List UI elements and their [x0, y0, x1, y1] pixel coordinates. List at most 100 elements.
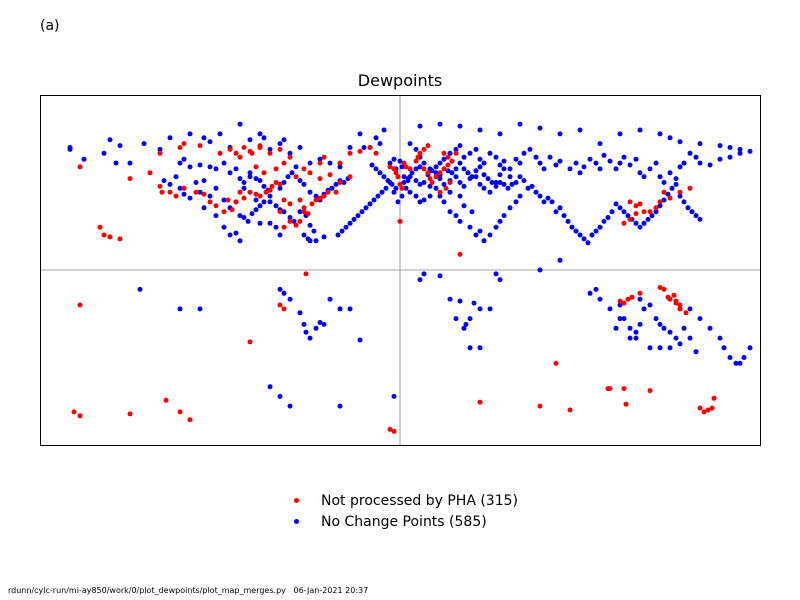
- data-point-blue: [513, 199, 519, 205]
- data-point-red: [127, 176, 133, 182]
- data-point-red: [313, 197, 319, 203]
- data-point-blue: [509, 181, 515, 187]
- data-point-red: [277, 209, 283, 215]
- data-point-blue: [569, 224, 575, 230]
- data-point-red: [407, 166, 413, 172]
- data-point-blue: [507, 166, 513, 172]
- data-point-red: [287, 154, 293, 160]
- data-point-red: [697, 405, 703, 411]
- data-point-red: [617, 298, 623, 304]
- data-point-blue: [113, 160, 119, 166]
- data-point-blue: [513, 180, 519, 185]
- data-point-blue: [469, 209, 475, 215]
- data-point-red: [627, 199, 633, 205]
- data-point-blue: [173, 174, 179, 180]
- data-point-blue: [253, 176, 259, 182]
- data-point-blue: [593, 228, 599, 234]
- data-point-blue: [67, 146, 73, 152]
- data-point-red: [427, 176, 433, 182]
- data-point-blue: [357, 337, 363, 343]
- data-point-blue: [577, 232, 583, 238]
- data-point-red: [425, 143, 431, 149]
- data-point-blue: [257, 131, 263, 137]
- data-point-blue: [697, 160, 703, 166]
- data-point-blue: [437, 273, 443, 279]
- data-point-red: [77, 164, 83, 170]
- data-point-blue: [641, 306, 647, 312]
- data-point-red: [705, 407, 711, 413]
- data-point-red: [207, 199, 213, 205]
- data-point-blue: [707, 162, 713, 168]
- data-point-blue: [469, 174, 475, 180]
- data-point-blue: [489, 180, 495, 185]
- data-point-blue: [457, 160, 463, 166]
- data-point-red: [653, 205, 659, 211]
- data-point-blue: [457, 143, 463, 149]
- data-point-blue: [485, 176, 491, 182]
- legend-entry-blue: No Change Points (585): [290, 511, 518, 532]
- data-point-blue: [657, 203, 663, 209]
- data-point-red: [267, 150, 273, 156]
- data-point-blue: [347, 306, 353, 312]
- data-point-blue: [297, 209, 303, 215]
- data-point-red: [403, 164, 409, 170]
- data-point-blue: [177, 185, 183, 191]
- data-point-blue: [647, 302, 653, 308]
- data-point-red: [157, 183, 163, 189]
- data-point-blue: [181, 156, 187, 162]
- data-point-blue: [437, 160, 443, 166]
- data-point-blue: [687, 150, 693, 156]
- data-point-blue: [417, 123, 423, 129]
- data-point-blue: [441, 181, 447, 187]
- data-point-blue: [453, 146, 459, 152]
- data-point-red: [71, 409, 77, 415]
- data-point-blue: [237, 238, 243, 244]
- data-point-blue: [597, 141, 603, 147]
- data-point-blue: [453, 166, 459, 172]
- data-point-blue: [581, 164, 587, 170]
- data-point-blue: [487, 189, 493, 195]
- data-point-blue: [657, 131, 663, 137]
- chart-title: Dewpoints: [357, 71, 443, 90]
- data-point-red: [333, 189, 339, 195]
- data-point-red: [277, 146, 283, 152]
- data-point-red: [373, 150, 379, 156]
- data-point-blue: [505, 185, 511, 191]
- data-point-blue: [277, 286, 283, 292]
- data-point-blue: [541, 199, 547, 205]
- data-point-red: [629, 294, 635, 300]
- data-point-blue: [267, 199, 273, 205]
- data-point-blue: [471, 300, 477, 306]
- data-point-blue: [381, 127, 387, 133]
- data-point-red: [117, 236, 123, 242]
- data-point-blue: [281, 180, 287, 185]
- data-point-blue: [413, 193, 419, 199]
- data-point-blue: [681, 160, 687, 166]
- data-point-blue: [607, 306, 613, 312]
- data-point-blue: [477, 228, 483, 234]
- data-point-blue: [249, 211, 255, 217]
- data-point-blue: [161, 178, 167, 184]
- data-point-blue: [447, 296, 453, 302]
- data-point-blue: [397, 158, 403, 164]
- data-point-blue: [647, 345, 653, 351]
- data-point-blue: [381, 174, 387, 180]
- data-point-red: [667, 296, 673, 302]
- data-point-red: [477, 399, 483, 405]
- data-point-blue: [737, 150, 743, 156]
- data-point-red: [641, 209, 647, 215]
- data-point-blue: [545, 195, 551, 201]
- data-point-red: [297, 218, 303, 224]
- data-point-red: [553, 360, 559, 366]
- data-point-blue: [587, 156, 593, 162]
- data-point-red: [217, 150, 223, 156]
- data-point-blue: [377, 170, 383, 176]
- data-point-blue: [373, 135, 379, 141]
- data-point-red: [147, 170, 153, 176]
- data-point-blue: [241, 180, 247, 185]
- data-point-blue: [333, 181, 339, 187]
- data-point-red: [677, 306, 683, 312]
- data-point-blue: [525, 185, 531, 191]
- data-point-red: [321, 154, 327, 160]
- data-point-red: [193, 189, 199, 195]
